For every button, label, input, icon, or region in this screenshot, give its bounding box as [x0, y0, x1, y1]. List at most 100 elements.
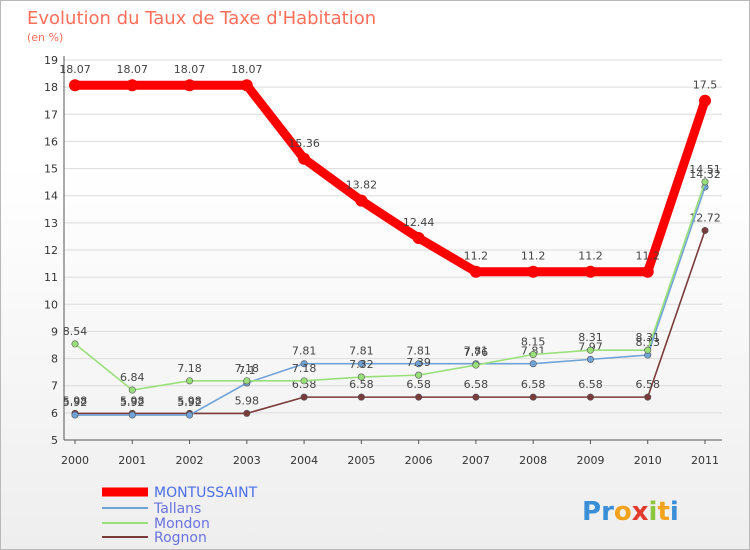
- legend-label: Mondon: [154, 516, 210, 532]
- data-label: 6.58: [635, 378, 660, 391]
- data-point: [69, 79, 81, 92]
- data-point: [357, 360, 365, 368]
- y-tick-label: 16: [44, 135, 58, 148]
- data-label: 14.32: [689, 168, 721, 181]
- data-point: [186, 377, 194, 385]
- y-tick-label: 14: [44, 190, 58, 203]
- data-label: 18.07: [117, 63, 149, 76]
- legend-label: Rognon: [154, 530, 207, 546]
- data-point: [529, 360, 537, 368]
- data-point: [357, 393, 365, 401]
- data-label: 7.39: [406, 356, 431, 369]
- data-point: [355, 194, 368, 207]
- data-point: [357, 373, 365, 381]
- data-label: 11.2: [635, 250, 660, 263]
- data-point: [469, 265, 482, 278]
- y-tick-label: 15: [44, 163, 58, 176]
- data-point: [641, 265, 654, 278]
- x-tick-label: 2006: [405, 454, 433, 467]
- data-point: [584, 265, 597, 278]
- data-label: 18.07: [231, 63, 263, 76]
- series-line: [74, 186, 706, 416]
- data-label: 7.32: [349, 358, 374, 371]
- series-line: [70, 80, 710, 277]
- data-label: 5.92: [177, 396, 202, 409]
- data-label: 7.81: [349, 345, 374, 358]
- x-tick-label: 2011: [691, 454, 719, 467]
- x-tick-label: 2002: [176, 454, 204, 467]
- y-tick-label: 11: [44, 271, 58, 284]
- data-point: [529, 393, 537, 401]
- data-point: [529, 350, 537, 358]
- data-label: 7.76: [464, 346, 489, 359]
- y-tick-label: 8: [51, 353, 58, 366]
- data-point: [71, 340, 79, 348]
- data-label: 18.07: [174, 63, 206, 76]
- data-point: [71, 411, 79, 419]
- proxiti-logo: Proxiti: [582, 497, 679, 527]
- grid: [64, 59, 722, 441]
- y-tick-label: 13: [44, 217, 58, 230]
- data-point: [412, 232, 425, 245]
- data-label: 8.13: [635, 336, 660, 349]
- data-point: [415, 371, 423, 379]
- data-label: 6.58: [349, 378, 374, 391]
- y-tick-label: 6: [51, 407, 58, 420]
- logo-text: Proxiti: [582, 497, 679, 527]
- data-point: [300, 377, 308, 385]
- x-tick-label: 2001: [118, 454, 146, 467]
- y-tick-label: 10: [44, 298, 58, 311]
- data-point: [183, 79, 196, 92]
- data-point: [300, 393, 308, 401]
- x-tick-label: 2000: [61, 454, 89, 467]
- chart-subtitle: (en %): [27, 31, 63, 44]
- data-label: 11.2: [521, 250, 546, 263]
- data-label: 14.51: [689, 163, 721, 176]
- data-point: [699, 94, 711, 107]
- data-point: [527, 265, 540, 278]
- data-label: 8.31: [578, 331, 603, 344]
- data-point: [415, 393, 423, 401]
- series-line: [74, 181, 706, 391]
- data-point: [243, 409, 251, 417]
- data-point: [586, 393, 594, 401]
- y-tick-label: 5: [51, 434, 58, 447]
- data-label: 6.58: [464, 378, 489, 391]
- data-point: [586, 355, 594, 363]
- data-label: 5.98: [177, 394, 202, 407]
- legend-label: MONTUSSAINT: [154, 485, 258, 501]
- data-point: [644, 393, 652, 401]
- chart-title: Evolution du Taux de Taxe d'Habitation: [27, 8, 376, 29]
- data-label: 7.81: [464, 345, 489, 358]
- data-point: [701, 178, 709, 186]
- y-tick-label: 12: [44, 244, 58, 257]
- axes: 5 6 7 8 9 10 11 12 13 14 15 16 17 18 19 2000 2001 2002 200…: [44, 54, 722, 467]
- data-point: [300, 360, 308, 368]
- data-label: 12.44: [403, 216, 435, 229]
- data-label: 6.58: [406, 378, 431, 391]
- legend-label: Tallans: [153, 501, 201, 517]
- series-tallans: 5.925.925.927.17.817.817.817.817.817.978…: [63, 168, 721, 419]
- series-mondon: 8.54 6.84 7.18 7.18 7.18 7.32 7.39 7.76 8.15 8.31…: [63, 163, 721, 394]
- data-label: 5.98: [120, 394, 145, 407]
- x-tick-label: 2010: [634, 454, 662, 467]
- data-label: 7.18: [292, 362, 317, 375]
- data-label: 18.07: [59, 63, 91, 76]
- data-label: 6.58: [578, 378, 603, 391]
- data-label: 8.31: [635, 331, 660, 344]
- data-label: 11.2: [578, 250, 603, 263]
- y-tick-label: 9: [51, 325, 58, 338]
- data-label: 5.92: [63, 396, 88, 409]
- y-tick-label: 17: [44, 108, 58, 121]
- x-tick-label: 2008: [519, 454, 547, 467]
- data-point: [472, 393, 480, 401]
- x-tick-label: 2003: [233, 454, 261, 467]
- x-tick-label: 2007: [462, 454, 490, 467]
- data-label: 7.18: [177, 362, 202, 375]
- data-point: [128, 411, 136, 419]
- y-tick-label: 18: [44, 81, 58, 94]
- data-label: 12.72: [689, 211, 721, 224]
- y-tick-label: 7: [51, 380, 58, 393]
